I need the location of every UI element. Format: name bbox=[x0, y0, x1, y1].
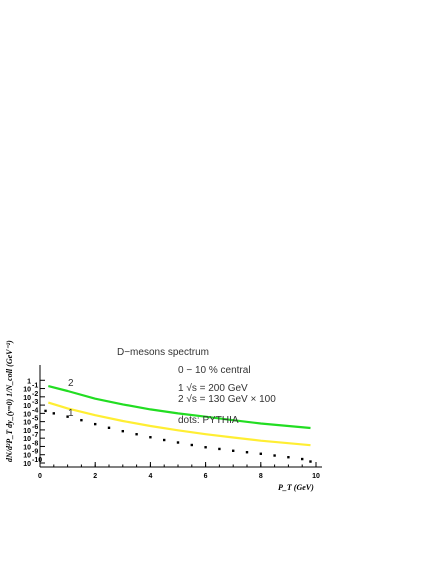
annotation-line2: 2 √s = 130 GeV × 100 bbox=[178, 393, 276, 405]
x-axis-label: P_T (GeV) bbox=[278, 483, 314, 492]
x-tick-label: 2 bbox=[93, 473, 97, 480]
y-tick-exponent: -7 bbox=[32, 432, 38, 439]
pythia-dot bbox=[121, 429, 124, 433]
annotation-dots: dots: PYTHIA bbox=[178, 415, 239, 426]
pythia-dot bbox=[287, 456, 290, 459]
y-tick-label: 10 bbox=[23, 436, 31, 443]
y-tick-exponent: -5 bbox=[32, 416, 38, 423]
y-tick-label: 10 bbox=[23, 411, 31, 418]
pythia-dot bbox=[176, 441, 180, 444]
y-tick-exponent: -2 bbox=[32, 391, 38, 398]
annotation-centrality: 0 − 10 % central bbox=[178, 365, 251, 376]
y-tick-exponent: -3 bbox=[32, 399, 38, 406]
y-tick-label: 10 bbox=[23, 444, 31, 451]
curve-label-1: 1 bbox=[68, 408, 74, 419]
pythia-dot bbox=[80, 418, 83, 422]
y-tick-exponent: -4 bbox=[32, 407, 38, 414]
annotation-line1: 1 √s = 200 GeV bbox=[178, 382, 248, 394]
chart-title: D−mesons spectrum bbox=[117, 347, 209, 358]
y-tick-exponent: -9 bbox=[32, 449, 38, 456]
pythia-dot bbox=[66, 415, 69, 418]
x-tick-label: 10 bbox=[312, 473, 320, 480]
pythia-dot bbox=[232, 449, 235, 452]
pythia-dot bbox=[190, 443, 193, 447]
pythia-dot bbox=[245, 451, 249, 454]
y-tick-label: 1 bbox=[27, 378, 31, 385]
x-ticks: 0 2 4 6 8 10 bbox=[38, 462, 320, 480]
y-tick-label: 10 bbox=[23, 453, 31, 460]
pythia-dot bbox=[94, 422, 97, 426]
pythia-dot bbox=[204, 446, 207, 449]
x-tick-label: 8 bbox=[259, 473, 263, 480]
series-group bbox=[44, 385, 312, 463]
x-tick-label: 0 bbox=[38, 473, 42, 480]
y-tick-exponent: -6 bbox=[32, 424, 38, 431]
pythia-dot bbox=[135, 433, 138, 436]
pythia-dot bbox=[273, 454, 276, 457]
y-tick-label: 10 bbox=[23, 403, 31, 410]
pythia-dot bbox=[309, 460, 312, 463]
y-tick-label: 10 bbox=[23, 461, 31, 468]
pythia-dot bbox=[218, 447, 221, 451]
y-axis-label: dN/d²P_T dy_(y=0) 1/N_coll (GeV⁻²) bbox=[5, 340, 14, 462]
pythia-dot bbox=[107, 426, 111, 429]
series-line-2 bbox=[48, 385, 311, 430]
y-tick-label: 10 bbox=[23, 395, 31, 402]
series-line-1 bbox=[47, 401, 311, 447]
pythia-dot bbox=[163, 438, 166, 442]
curve-label-2: 2 bbox=[68, 378, 74, 389]
y-tick-exponent: -10 bbox=[32, 457, 42, 464]
y-ticks: 110-110-210-310-410-510-610-710-810-910-… bbox=[23, 378, 45, 468]
pythia-dot bbox=[44, 409, 47, 413]
y-tick-exponent: -1 bbox=[32, 383, 38, 390]
pythia-dot bbox=[52, 412, 55, 415]
pythia-dot bbox=[149, 436, 152, 439]
x-tick-label: 6 bbox=[204, 473, 208, 480]
pythia-dot bbox=[259, 452, 262, 455]
y-tick-label: 10 bbox=[23, 428, 31, 435]
x-tick-label: 4 bbox=[148, 473, 152, 480]
y-tick-label: 10 bbox=[23, 387, 31, 394]
pythia-dot bbox=[301, 457, 304, 461]
y-tick-exponent: -8 bbox=[32, 440, 38, 447]
y-tick-label: 10 bbox=[23, 420, 31, 427]
